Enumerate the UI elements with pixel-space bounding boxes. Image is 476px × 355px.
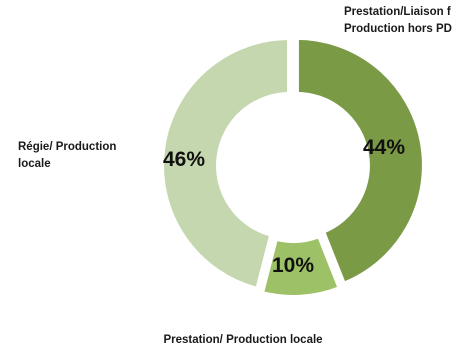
value-label-prestation-liaison: 44%	[363, 136, 405, 159]
slice-regie-production-locale	[159, 35, 293, 293]
category-label-regie-line-1: Régie/ Production	[18, 141, 116, 153]
category-label-prestation-production-locale: Prestation/ Production locale	[163, 334, 322, 346]
value-label-regie: 46%	[163, 148, 205, 171]
category-label-regie-line-2: locale	[18, 158, 51, 170]
slice-prestation-production-locale	[258, 232, 344, 300]
value-label-prestation-production-locale: 10%	[272, 254, 314, 277]
category-label-prestation-liaison-line-1: Prestation/Liaison f	[344, 6, 451, 18]
slice-prestation-liaison-froide	[293, 34, 427, 288]
donut-slices	[159, 34, 427, 300]
category-label-prestation-liaison-line-2: Production hors PD	[344, 23, 452, 35]
